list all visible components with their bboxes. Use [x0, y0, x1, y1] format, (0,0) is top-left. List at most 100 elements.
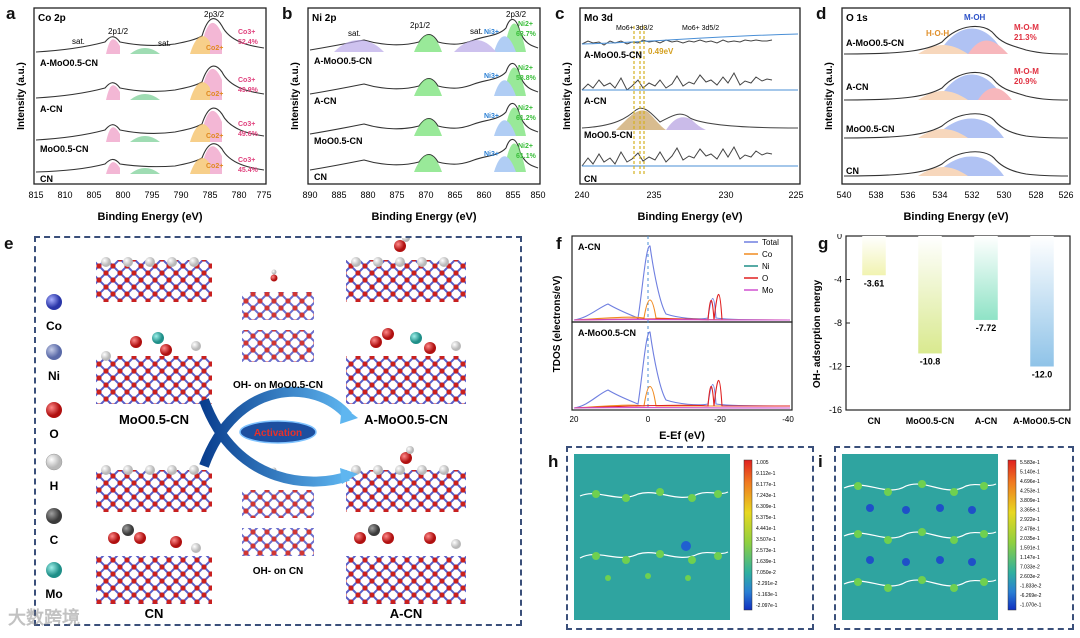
panel-f-ylabel: TDOS (electrons/eV)	[552, 276, 563, 373]
legend-c-atom-icon	[46, 508, 62, 524]
panel-f-sub2: A-MoO0.5-CN	[578, 328, 636, 338]
svg-text:3.365e-1: 3.365e-1	[1020, 508, 1040, 514]
panel-h-colorbar-labels: 1.005 9.112e-1 8.177e-1 7.243e-1 6.309e-…	[756, 460, 778, 609]
legend-co-atom-icon	[46, 294, 62, 310]
svg-text:526: 526	[1058, 190, 1073, 200]
panel-b-ni3-label-3: Ni3+	[484, 113, 499, 120]
panel-g-ytick-label: -4	[834, 275, 842, 285]
panel-g-bar	[862, 236, 886, 276]
panel-d-title: O 1s	[846, 13, 868, 24]
svg-text:5.375e-1: 5.375e-1	[756, 515, 776, 521]
panel-a-co3-pct-2: 49.9%	[238, 87, 259, 94]
panel-c-ticks: 240 235 230 225	[574, 190, 803, 200]
panel-f-ticks: 20 0 -20 -40	[570, 415, 795, 424]
panel-g-ytick-label: -8	[834, 318, 842, 328]
panel-e-oh-moo-label: OH- on MoO0.5-CN	[233, 380, 323, 391]
panel-c-letter: c	[555, 4, 565, 23]
svg-text:235: 235	[646, 190, 661, 200]
panel-b-letter: b	[282, 4, 293, 23]
panel-a-sample-2: A-CN	[40, 104, 63, 114]
panel-b-peak-2p12: 2p1/2	[410, 21, 431, 30]
panel-b-ni2-label-3: Ni2+	[518, 105, 533, 112]
panel-b-peak-sat1: sat.	[348, 29, 361, 38]
panel-c-sample-2: A-CN	[584, 96, 607, 106]
panel-a-co3-label-2: Co3+	[238, 77, 255, 84]
panel-e-label-moo-cn: MoO0.5-CN	[119, 412, 189, 427]
panel-d-species-mom-2: M-O-M	[1014, 67, 1039, 76]
svg-text:7.050e-2: 7.050e-2	[756, 570, 776, 576]
svg-text:O: O	[762, 274, 768, 283]
svg-text:810: 810	[57, 190, 72, 200]
svg-text:4.253e-1: 4.253e-1	[1020, 489, 1040, 495]
svg-text:3.507e-1: 3.507e-1	[756, 537, 776, 543]
panel-g-bar	[1030, 236, 1054, 367]
panel-e-activation-badge	[239, 420, 317, 444]
panel-a-co2-label-2: Co2+	[206, 91, 223, 98]
svg-text:815: 815	[28, 190, 43, 200]
svg-text:790: 790	[173, 190, 188, 200]
panel-b-peak-2p32: 2p3/2	[506, 10, 527, 19]
panel-e-legend: Co Ni O H C Mo	[45, 294, 63, 601]
panel-a-xps-co2p: Co 2p sat. 2p1/2 sat. 2p3/2 A-MoO0.5-CN …	[16, 7, 272, 223]
panel-g-bar-value-label: -12.0	[1032, 370, 1053, 380]
svg-text:1.147e-1: 1.147e-1	[1020, 555, 1040, 561]
svg-text:2.922e-1: 2.922e-1	[1020, 517, 1040, 523]
panel-d-mom-pct-1: 21.3%	[1014, 33, 1037, 42]
svg-text:C: C	[50, 533, 59, 547]
panel-c-xps-mo3d: Mo 3d Mo6+ 3d3/2 Mo6+ 3d5/2 0.49eV A-MoO…	[562, 7, 804, 223]
svg-text:1.005: 1.005	[756, 460, 769, 466]
panel-g-category-label: A-MoO0.5-CN	[1013, 416, 1071, 426]
panel-a-peak-sat1: sat.	[72, 37, 85, 46]
panel-a-sample-4: CN	[40, 174, 53, 184]
svg-text:870: 870	[418, 190, 433, 200]
svg-text:Co: Co	[46, 319, 62, 333]
panel-a-sample-3: MoO0.5-CN	[40, 144, 89, 154]
panel-a-co2-label-3: Co2+	[206, 133, 223, 140]
svg-text:7.033e-2: 7.033e-2	[1020, 565, 1040, 571]
panel-e-label-a-moo-cn: A-MoO0.5-CN	[364, 412, 448, 427]
svg-text:4.696e-1: 4.696e-1	[1020, 479, 1040, 485]
panel-c-sample-1: A-MoO0.5-CN	[584, 50, 642, 60]
legend-o-atom-icon	[46, 402, 62, 418]
panel-f-xlabel: E-Ef (eV)	[659, 430, 705, 442]
panel-g-category-label: CN	[868, 416, 881, 426]
svg-text:-2.097e-1: -2.097e-1	[756, 603, 778, 609]
panel-e-arrow-bottom	[199, 398, 350, 487]
svg-text:5.583e-1: 5.583e-1	[1020, 460, 1040, 466]
svg-text:Ni: Ni	[762, 262, 770, 271]
panel-i-charge-density: 5.583e-1 5.140e-1 4.696e-1 4.253e-1 3.80…	[842, 454, 1042, 620]
panel-f-tdos: A-CN A-MoO0.5-CN Total Co Ni O Mo TDOS (…	[552, 235, 795, 442]
svg-text:528: 528	[1028, 190, 1043, 200]
panel-h-letter: h	[548, 452, 559, 471]
panel-b-ni3-label-1: Ni3+	[484, 29, 499, 36]
svg-text:530: 530	[996, 190, 1011, 200]
panel-i-colorbar-labels: 5.583e-1 5.140e-1 4.696e-1 4.253e-1 3.80…	[1020, 460, 1042, 609]
panel-e-label-a-cn: A-CN	[390, 606, 423, 621]
svg-text:2.478e-1: 2.478e-1	[1020, 527, 1040, 533]
svg-text:H: H	[50, 479, 59, 493]
panel-g-ytick-label: -16	[829, 405, 842, 415]
panel-b-xlabel: Binding Energy (eV)	[371, 211, 476, 223]
svg-text:-6.269e-2: -6.269e-2	[1020, 593, 1042, 599]
panel-g-bar	[974, 236, 998, 320]
panel-c-sample-3: MoO0.5-CN	[584, 130, 633, 140]
panel-a-xlabel: Binding Energy (eV)	[97, 211, 202, 223]
panel-b-ylabel: Intensity (a.u.)	[290, 62, 301, 130]
panel-g-ylabel: OH- adsorption energy	[812, 279, 823, 388]
panel-d-sample-4: CN	[846, 166, 859, 176]
panel-g-category-label: A-CN	[975, 416, 998, 426]
panel-b-ni2-pct-1: 63.7%	[516, 31, 537, 38]
svg-text:885: 885	[331, 190, 346, 200]
svg-text:230: 230	[718, 190, 733, 200]
svg-text:225: 225	[788, 190, 803, 200]
svg-text:850: 850	[530, 190, 545, 200]
panel-c-ylabel: Intensity (a.u.)	[562, 62, 573, 130]
panel-b-ni2-label-4: Ni2+	[518, 143, 533, 150]
svg-text:Mo: Mo	[45, 587, 62, 601]
svg-text:20: 20	[570, 415, 579, 424]
svg-text:780: 780	[231, 190, 246, 200]
panel-a-peak-sat2: sat.	[158, 39, 171, 48]
svg-text:775: 775	[256, 190, 271, 200]
svg-text:1.591e-1: 1.591e-1	[1020, 546, 1040, 552]
svg-text:795: 795	[144, 190, 159, 200]
